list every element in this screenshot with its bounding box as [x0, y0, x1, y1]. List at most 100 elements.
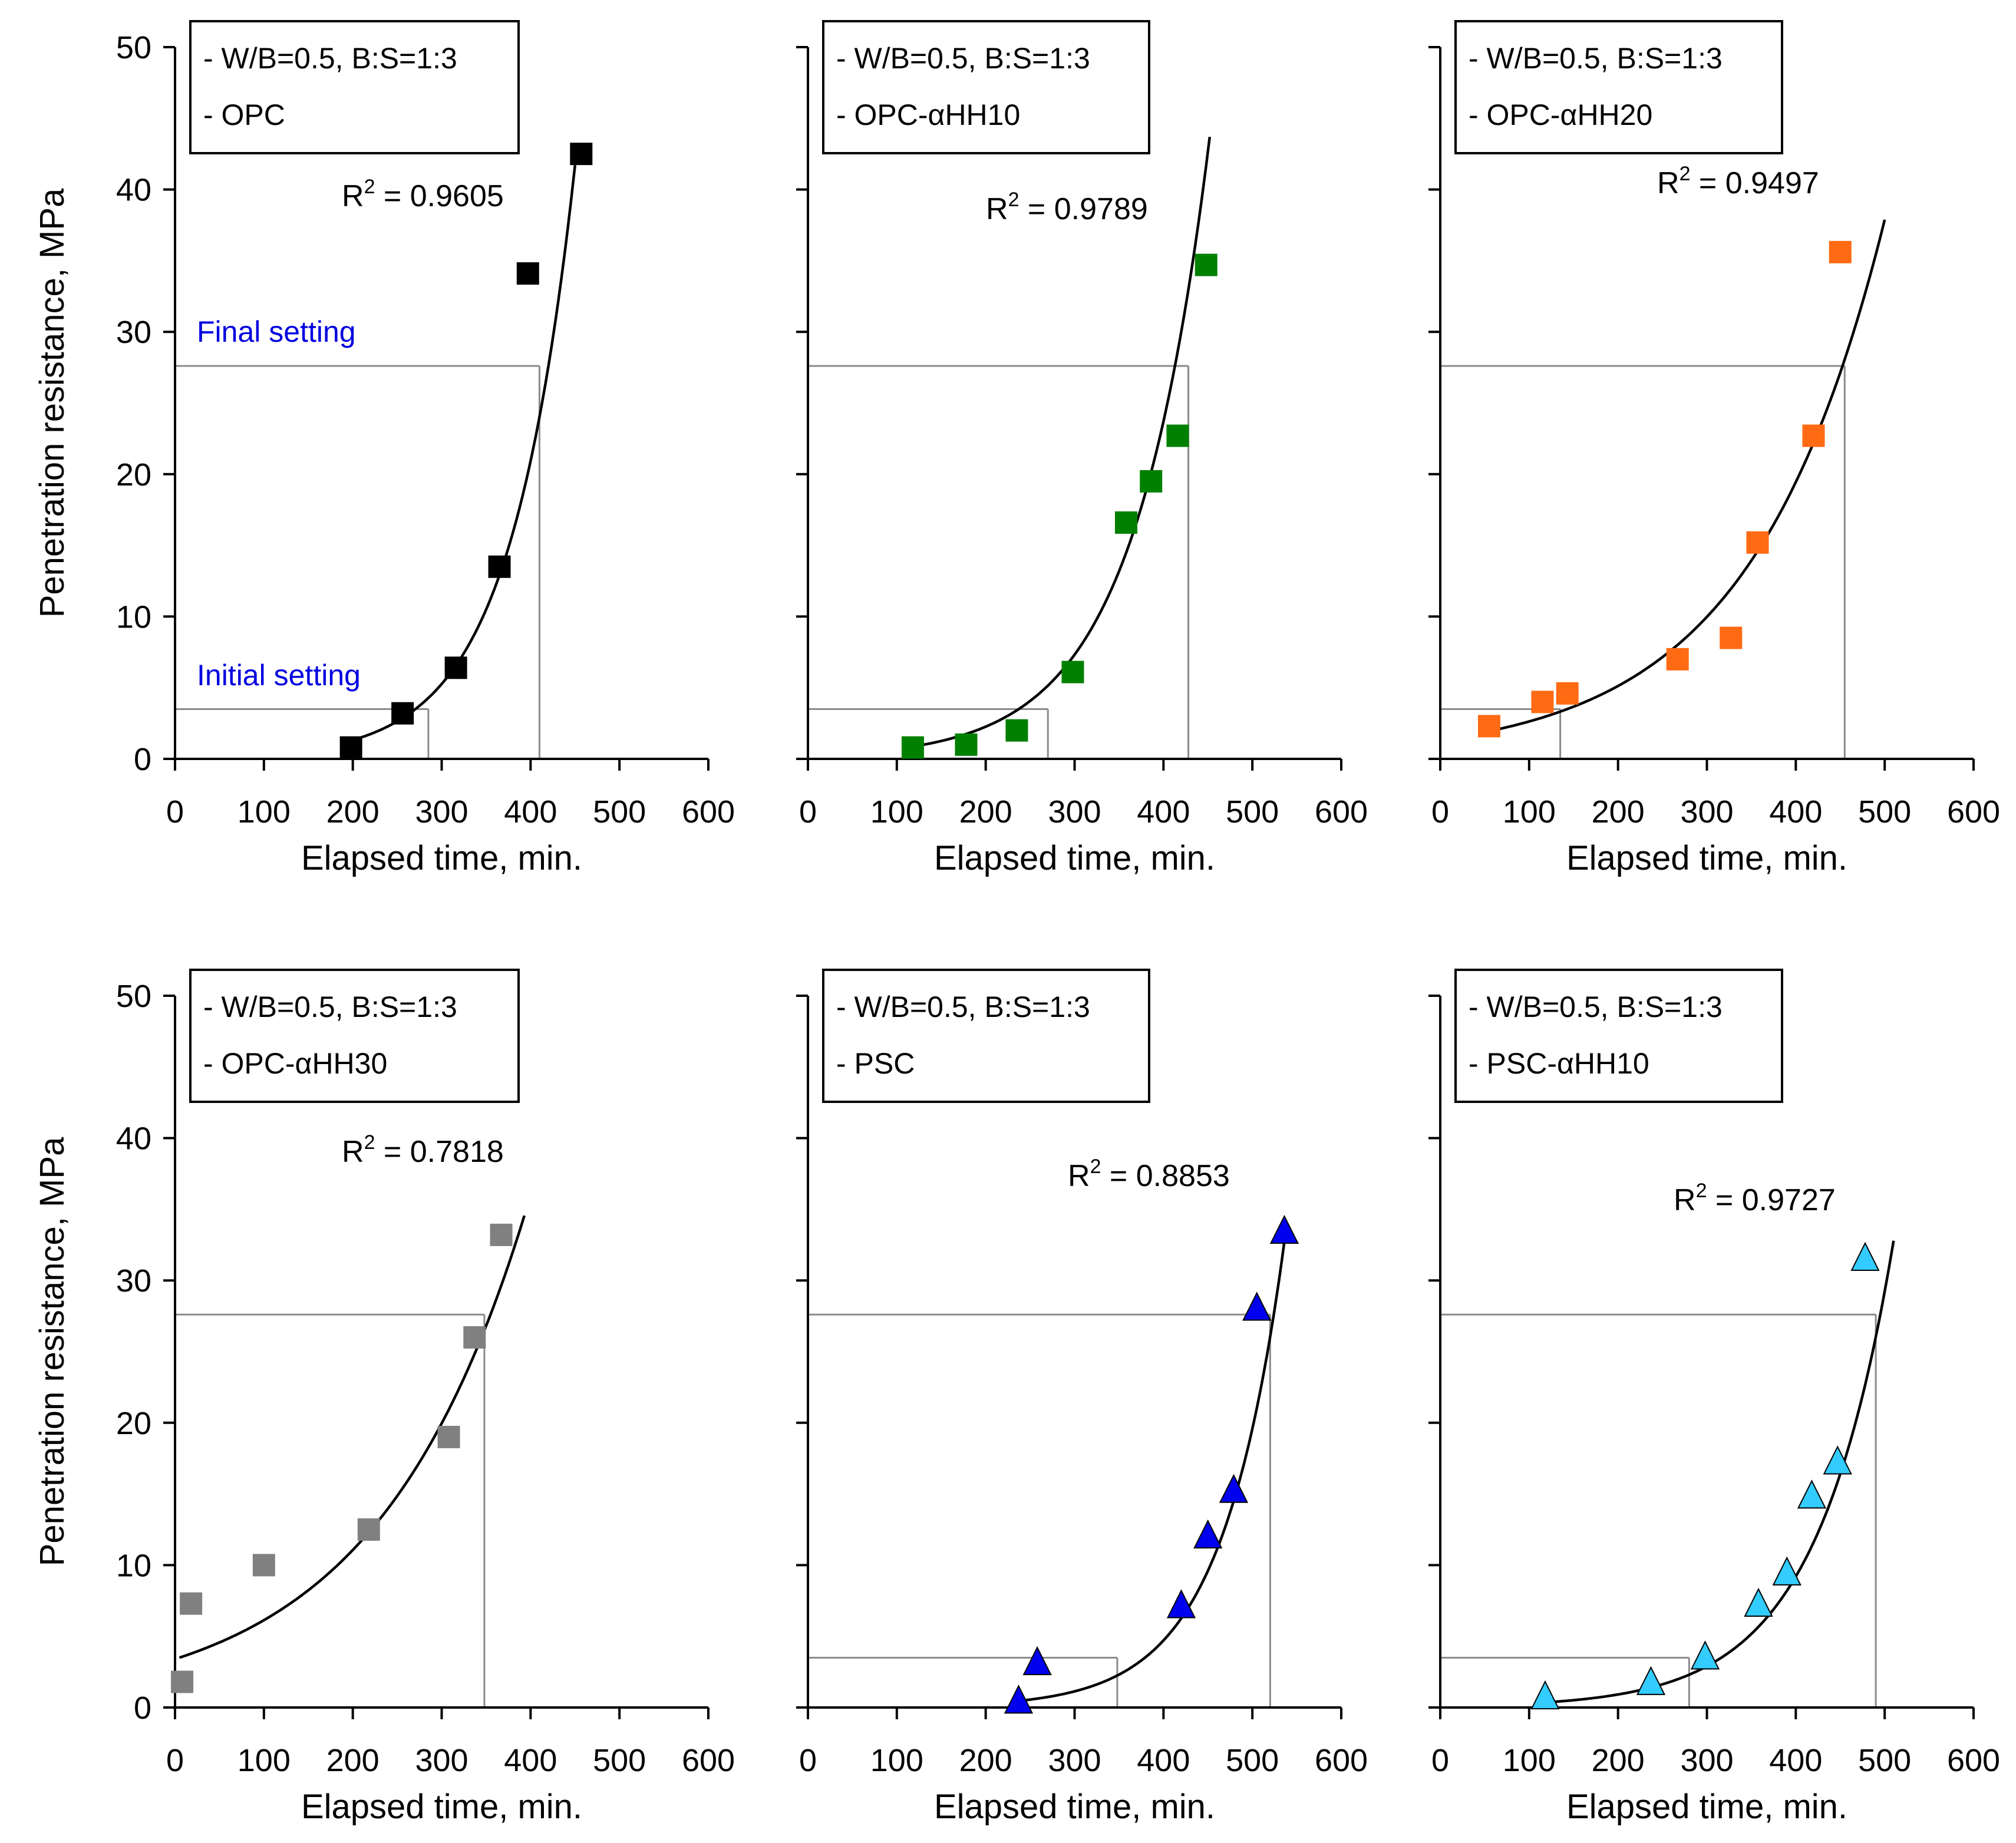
x-tick-label: 600: [682, 1743, 735, 1778]
y-tick-label: 40: [116, 1121, 151, 1157]
x-tick-label: 0: [799, 1743, 817, 1778]
panel-opc-ahh20: 0 100 200 300 400 500 600 Elapsed time, min. - W…: [1428, 20, 2000, 877]
data-point: [1531, 691, 1554, 714]
fit-curve: [912, 137, 1212, 748]
data-point: [1772, 1556, 1801, 1586]
data-point: [180, 1592, 203, 1615]
legend-box: [1454, 969, 1783, 1103]
x-tick-label: 200: [959, 1743, 1012, 1778]
data-point: [1802, 424, 1825, 447]
legend-line-2: - OPC-αHH30: [203, 1047, 387, 1080]
legend-box: [822, 969, 1150, 1103]
legend-line-1: - W/B=0.5, B:S=1:3: [1469, 990, 1723, 1023]
data-point: [516, 262, 539, 285]
x-tick-label: 200: [326, 1743, 380, 1778]
r-squared-label: R2 = 0.9497: [1657, 163, 1819, 200]
legend-line-2: - PSC-αHH10: [1469, 1047, 1649, 1080]
data-point: [463, 1326, 486, 1349]
r-squared-label: R2 = 0.8853: [1068, 1155, 1230, 1193]
x-tick-label: 0: [1431, 1743, 1449, 1778]
data-point: [1114, 511, 1137, 534]
y-tick-label: 30: [116, 315, 151, 350]
data-point: [1797, 1479, 1827, 1509]
y-tick-label: 10: [116, 1548, 151, 1583]
x-axis-title: Elapsed time, min.: [1566, 839, 1847, 877]
y-tick-label: 20: [116, 1406, 151, 1441]
data-point: [1061, 660, 1084, 683]
data-point: [437, 1425, 460, 1448]
y-tick-label: 30: [116, 1263, 151, 1299]
x-tick-label: 100: [237, 794, 291, 830]
x-tick-label: 600: [682, 794, 735, 830]
data-point: [1166, 1589, 1196, 1619]
legend-line-2: - PSC: [836, 1047, 915, 1080]
data-point: [391, 702, 414, 725]
data-point: [488, 555, 511, 578]
x-tick-label: 600: [1947, 794, 2000, 830]
data-point: [1530, 1680, 1560, 1710]
panel-opc-ahh10: 0 100 200 300 400 500 600 Elapsed time, min. - W…: [796, 20, 1368, 877]
x-tick-label: 100: [1503, 794, 1556, 830]
r-squared-label: R2 = 0.7818: [342, 1131, 504, 1169]
y-tick-label: 40: [116, 173, 151, 208]
data-point: [1636, 1666, 1666, 1695]
x-tick-label: 500: [1858, 794, 1911, 830]
x-tick-label: 400: [504, 794, 557, 830]
y-tick-label: 0: [134, 742, 151, 777]
data-point: [1829, 240, 1852, 263]
x-axis-title: Elapsed time, min.: [1566, 1788, 1847, 1826]
data-point: [1219, 1474, 1249, 1503]
x-axis-title: Elapsed time, min.: [934, 1788, 1215, 1826]
y-tick-label: 0: [134, 1690, 151, 1726]
x-tick-label: 300: [415, 1743, 468, 1778]
y-tick-label: 50: [116, 30, 151, 65]
data-point: [1556, 682, 1579, 705]
x-tick-label: 100: [870, 1743, 923, 1778]
x-tick-label: 300: [1048, 794, 1101, 830]
data-point: [1193, 1519, 1223, 1549]
legend-line-1: - W/B=0.5, B:S=1:3: [203, 990, 457, 1023]
data-point: [1666, 648, 1689, 671]
x-tick-label: 0: [166, 794, 184, 830]
legend-line-2: - OPC-αHH10: [836, 98, 1020, 131]
data-point: [490, 1223, 513, 1246]
r-squared-label: R2 = 0.9605: [342, 176, 504, 213]
data-point: [171, 1670, 194, 1693]
x-tick-label: 100: [237, 1743, 291, 1778]
data-point: [1477, 715, 1500, 738]
x-tick-label: 0: [166, 1743, 184, 1778]
x-tick-label: 100: [1503, 1743, 1556, 1778]
r-squared-label: R2 = 0.9789: [986, 189, 1148, 226]
legend-line-1: - W/B=0.5, B:S=1:3: [1469, 42, 1723, 75]
data-point: [339, 736, 362, 759]
x-tick-label: 500: [593, 1743, 646, 1778]
x-tick-label: 500: [1226, 794, 1279, 830]
data-point: [1166, 424, 1189, 447]
x-tick-label: 600: [1315, 1743, 1368, 1778]
fit-curve: [1018, 1235, 1287, 1703]
x-tick-label: 400: [1137, 1743, 1190, 1778]
x-axis-title: Elapsed time, min.: [301, 1788, 582, 1826]
x-tick-label: 200: [959, 794, 1012, 830]
data-point: [1242, 1292, 1272, 1321]
x-tick-label: 0: [799, 794, 817, 830]
fit-curve: [352, 165, 577, 742]
x-tick-label: 100: [870, 794, 923, 830]
x-tick-label: 200: [1592, 1743, 1645, 1778]
x-axis-title: Elapsed time, min.: [934, 839, 1215, 877]
x-tick-label: 300: [1680, 794, 1733, 830]
legend-line-1: - W/B=0.5, B:S=1:3: [836, 990, 1090, 1023]
x-tick-label: 600: [1315, 794, 1368, 830]
data-point: [1005, 719, 1028, 742]
legend-line-1: - W/B=0.5, B:S=1:3: [836, 42, 1090, 75]
legend-line-1: - W/B=0.5, B:S=1:3: [203, 42, 457, 75]
x-tick-label: 400: [1769, 1743, 1822, 1778]
x-tick-label: 0: [1431, 794, 1449, 830]
data-point: [1269, 1214, 1299, 1244]
x-tick-label: 300: [415, 794, 468, 830]
x-tick-label: 600: [1947, 1743, 2000, 1778]
data-point: [1690, 1640, 1720, 1670]
